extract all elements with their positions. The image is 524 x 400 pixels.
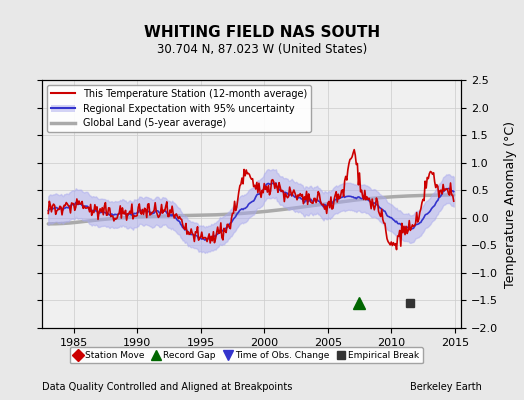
Y-axis label: Temperature Anomaly (°C): Temperature Anomaly (°C) — [504, 120, 517, 288]
Legend: This Temperature Station (12-month average), Regional Expectation with 95% uncer: This Temperature Station (12-month avera… — [47, 85, 311, 132]
Text: Data Quality Controlled and Aligned at Breakpoints: Data Quality Controlled and Aligned at B… — [42, 382, 292, 392]
Text: Berkeley Earth: Berkeley Earth — [410, 382, 482, 392]
Text: 30.704 N, 87.023 W (United States): 30.704 N, 87.023 W (United States) — [157, 43, 367, 56]
Legend: Station Move, Record Gap, Time of Obs. Change, Empirical Break: Station Move, Record Gap, Time of Obs. C… — [70, 347, 423, 364]
Text: WHITING FIELD NAS SOUTH: WHITING FIELD NAS SOUTH — [144, 25, 380, 40]
